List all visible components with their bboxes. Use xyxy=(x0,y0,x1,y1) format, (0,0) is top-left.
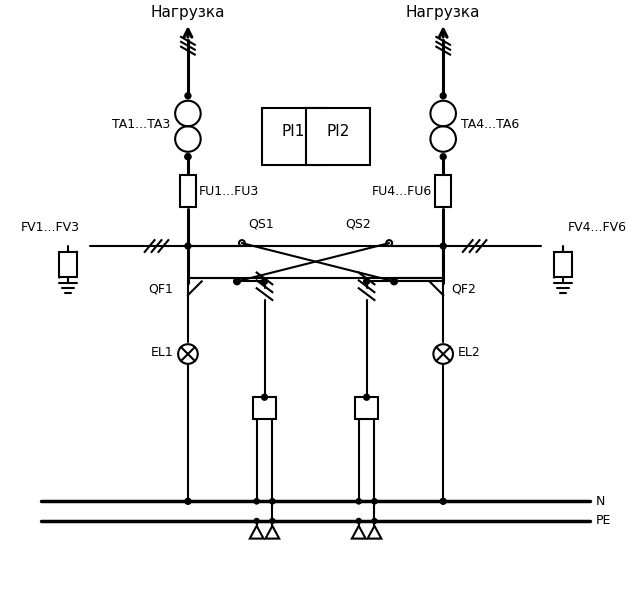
Bar xyxy=(180,175,196,207)
Text: Нагрузка: Нагрузка xyxy=(406,5,481,20)
Text: Нагрузка: Нагрузка xyxy=(150,5,225,20)
Text: PI2: PI2 xyxy=(326,124,350,138)
Circle shape xyxy=(364,278,369,284)
Circle shape xyxy=(372,499,377,504)
Circle shape xyxy=(372,518,377,523)
Circle shape xyxy=(441,499,445,504)
Circle shape xyxy=(185,93,191,99)
Circle shape xyxy=(372,499,377,504)
Circle shape xyxy=(270,518,275,523)
Circle shape xyxy=(254,518,259,523)
Circle shape xyxy=(185,243,191,249)
Circle shape xyxy=(440,154,446,160)
Circle shape xyxy=(440,498,446,504)
Text: PE: PE xyxy=(595,514,611,528)
Bar xyxy=(253,397,276,419)
Circle shape xyxy=(270,499,275,504)
Bar xyxy=(306,107,369,165)
Circle shape xyxy=(270,499,275,504)
Circle shape xyxy=(356,499,361,504)
Text: FV1...FV3: FV1...FV3 xyxy=(21,221,80,234)
Circle shape xyxy=(262,278,268,284)
Text: EL2: EL2 xyxy=(458,345,481,359)
Circle shape xyxy=(364,394,369,400)
Text: QF2: QF2 xyxy=(451,282,476,296)
Text: FU4...FU6: FU4...FU6 xyxy=(372,185,433,198)
Bar xyxy=(554,252,572,278)
Text: QS2: QS2 xyxy=(345,217,371,231)
Circle shape xyxy=(440,243,446,249)
Bar xyxy=(355,397,378,419)
Circle shape xyxy=(186,499,190,504)
Bar xyxy=(435,175,451,207)
Circle shape xyxy=(254,499,259,504)
Circle shape xyxy=(262,394,268,400)
Text: TA4...TA6: TA4...TA6 xyxy=(461,118,519,131)
Bar xyxy=(262,107,325,165)
Text: QS1: QS1 xyxy=(248,217,273,231)
Circle shape xyxy=(234,278,240,284)
Circle shape xyxy=(254,499,259,504)
Text: TA1...TA3: TA1...TA3 xyxy=(112,118,170,131)
Circle shape xyxy=(185,154,191,160)
Circle shape xyxy=(185,154,191,160)
Text: FU1...FU3: FU1...FU3 xyxy=(199,185,259,198)
Circle shape xyxy=(185,498,191,504)
Text: EL1: EL1 xyxy=(150,345,173,359)
Text: QF1: QF1 xyxy=(148,282,173,296)
Text: PI1: PI1 xyxy=(282,124,305,138)
Bar xyxy=(60,252,77,278)
Text: FV4...FV6: FV4...FV6 xyxy=(568,221,627,234)
Circle shape xyxy=(356,499,361,504)
Circle shape xyxy=(356,518,361,523)
Circle shape xyxy=(440,93,446,99)
Circle shape xyxy=(391,278,397,284)
Text: N: N xyxy=(595,495,605,508)
